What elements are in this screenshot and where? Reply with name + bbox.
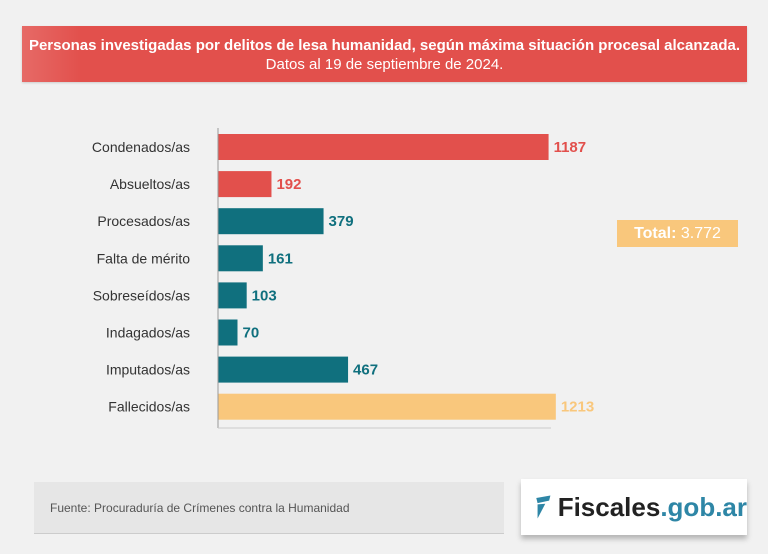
category-label: Fallecidos/as xyxy=(108,399,190,415)
data-label: 1213 xyxy=(561,399,594,416)
logo-text: Fiscales.gob.ar xyxy=(557,491,747,522)
bar xyxy=(218,134,549,160)
category-label: Falta de mérito xyxy=(97,250,191,266)
data-label: 1187 xyxy=(554,139,587,156)
data-label: 192 xyxy=(276,176,301,193)
bar xyxy=(218,208,324,235)
chart-title: Personas investigadas por delitos de les… xyxy=(22,26,747,82)
data-label: 467 xyxy=(353,362,378,379)
category-label: Condenados/as xyxy=(92,139,190,155)
category-label: Procesados/as xyxy=(97,213,190,229)
data-label: 379 xyxy=(329,213,354,230)
source-note: Fuente: Procuraduría de Crímenes contra … xyxy=(34,482,504,534)
data-label: 161 xyxy=(268,250,293,267)
category-label: Indagados/as xyxy=(106,325,190,341)
title-decoration xyxy=(22,26,82,82)
category-label: Imputados/as xyxy=(106,362,190,378)
bar xyxy=(218,245,263,272)
bar xyxy=(218,319,238,346)
category-label: Sobreseídos/as xyxy=(93,287,190,303)
fiscales-logo-icon xyxy=(536,495,551,519)
bar xyxy=(218,393,556,420)
data-label: 70 xyxy=(242,325,259,342)
category-label: Absueltos/as xyxy=(110,176,190,192)
bar xyxy=(218,356,349,383)
total-badge: Total: 3.772 xyxy=(617,220,738,247)
data-label: 103 xyxy=(252,287,277,304)
fiscales-logo: Fiscales.gob.ar xyxy=(521,479,747,535)
bar xyxy=(218,171,272,198)
bar xyxy=(218,282,247,309)
